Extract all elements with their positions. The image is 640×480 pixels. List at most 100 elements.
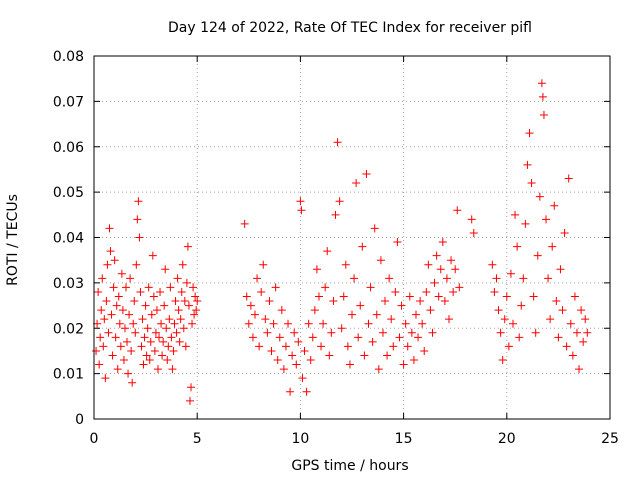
data-point xyxy=(96,333,105,342)
data-point xyxy=(533,251,542,260)
data-point xyxy=(106,247,115,256)
data-point xyxy=(103,260,112,269)
data-point xyxy=(147,310,156,319)
data-point xyxy=(562,342,571,351)
data-point xyxy=(568,351,577,360)
data-point xyxy=(135,233,144,242)
data-point xyxy=(579,337,588,346)
data-point xyxy=(356,301,365,310)
data-point xyxy=(132,260,141,269)
data-point xyxy=(434,292,443,301)
data-point xyxy=(570,292,579,301)
data-point xyxy=(422,287,431,296)
data-point xyxy=(242,292,251,301)
data-point xyxy=(397,301,406,310)
y-axis-label: ROTI / TECUs xyxy=(5,194,21,286)
data-point xyxy=(129,319,138,328)
data-point xyxy=(296,197,305,206)
data-point xyxy=(253,274,262,283)
data-point xyxy=(314,292,323,301)
data-point xyxy=(98,274,107,283)
data-point xyxy=(172,328,181,337)
data-point xyxy=(139,360,148,369)
data-point xyxy=(577,306,586,315)
data-point xyxy=(149,292,158,301)
data-point xyxy=(157,319,166,328)
data-points xyxy=(92,79,592,405)
data-point xyxy=(300,346,309,355)
data-point xyxy=(163,356,172,365)
data-point xyxy=(554,333,563,342)
data-point xyxy=(362,169,371,178)
data-point xyxy=(531,328,540,337)
data-point xyxy=(124,369,133,378)
data-point xyxy=(490,287,499,296)
data-point xyxy=(288,351,297,360)
data-point xyxy=(381,297,390,306)
data-point xyxy=(155,333,164,342)
data-point xyxy=(360,351,369,360)
data-point xyxy=(317,342,326,351)
data-point xyxy=(250,310,259,319)
data-point xyxy=(376,256,385,265)
data-point xyxy=(407,328,416,337)
data-point xyxy=(535,192,544,201)
data-point xyxy=(319,319,328,328)
data-point xyxy=(137,342,146,351)
data-point xyxy=(244,319,253,328)
data-point xyxy=(125,310,134,319)
data-point xyxy=(436,265,445,274)
data-point xyxy=(488,260,497,269)
data-point xyxy=(498,356,507,365)
data-point xyxy=(133,215,142,224)
data-point xyxy=(383,351,392,360)
data-point xyxy=(108,351,117,360)
data-point xyxy=(385,274,394,283)
data-point xyxy=(372,310,381,319)
data-point xyxy=(180,297,189,306)
data-point xyxy=(146,337,155,346)
data-point xyxy=(127,346,136,355)
data-point xyxy=(420,346,429,355)
data-point xyxy=(333,138,342,147)
data-point xyxy=(174,306,183,315)
data-point xyxy=(114,292,123,301)
data-point xyxy=(451,265,460,274)
data-point xyxy=(325,351,334,360)
data-point xyxy=(269,319,278,328)
data-point xyxy=(166,283,175,292)
data-point xyxy=(321,283,330,292)
x-tick-label: 10 xyxy=(291,431,309,447)
data-point xyxy=(176,315,185,324)
data-point xyxy=(134,197,143,206)
data-point xyxy=(521,219,530,228)
data-point xyxy=(119,356,128,365)
data-point xyxy=(335,197,344,206)
x-tick-label: 0 xyxy=(90,431,99,447)
data-point xyxy=(430,278,439,287)
data-point xyxy=(560,228,569,237)
data-point xyxy=(170,319,179,328)
data-point xyxy=(142,351,151,360)
data-point xyxy=(368,337,377,346)
data-point xyxy=(572,328,581,337)
data-point xyxy=(469,228,478,237)
data-point xyxy=(348,310,356,319)
data-point xyxy=(187,383,196,392)
data-point xyxy=(387,315,396,324)
data-point xyxy=(542,215,551,224)
data-point xyxy=(447,256,456,265)
data-point xyxy=(370,224,379,233)
data-point xyxy=(564,174,573,183)
data-point xyxy=(403,342,412,351)
data-point xyxy=(329,297,338,306)
x-tick-label: 15 xyxy=(395,431,413,447)
data-point xyxy=(175,337,184,346)
data-point xyxy=(161,265,170,274)
data-point xyxy=(327,328,336,337)
y-tick-label: 0.07 xyxy=(53,94,84,110)
data-point xyxy=(411,310,420,319)
data-point xyxy=(418,319,427,328)
axis-ticks xyxy=(93,55,611,420)
